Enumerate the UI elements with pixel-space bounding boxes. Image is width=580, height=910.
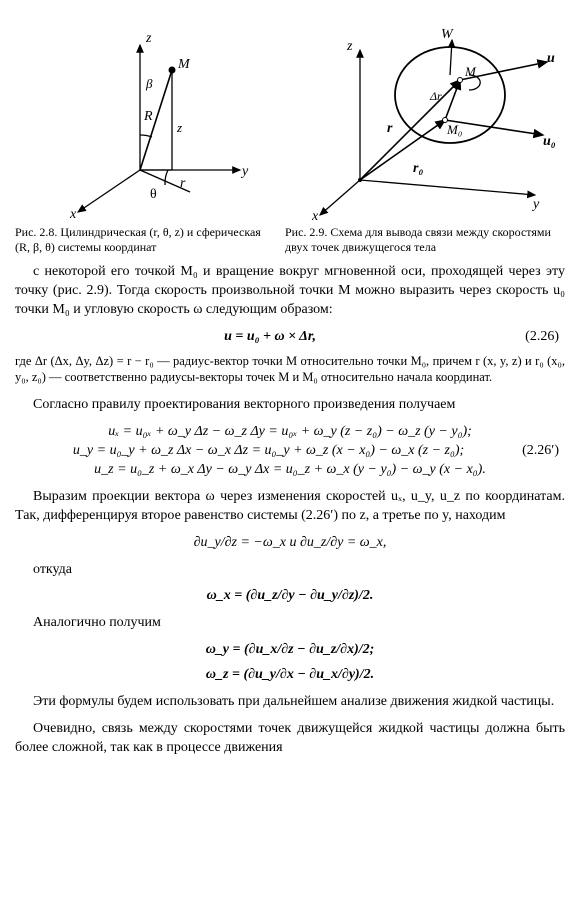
eq-omega-y: ω_y = (∂u_x/∂z − ∂u_z/∂x)/2;	[15, 641, 565, 660]
eq226p-l1: uₓ = u₀ₓ + ω_y Δz − ω_z Δy = u₀ₓ + ω_y (…	[108, 424, 472, 439]
eq226p-num: (2.26′)	[522, 442, 559, 461]
fig29-y: y	[531, 197, 540, 212]
note-1: где Δr (Δx, Δy, Δz) = r − r₀ — радиус-ве…	[15, 353, 565, 387]
figure-2-9: z y x W u M M₀ u₀ Δr r r₀ Рис. 2.9. Схем…	[285, 20, 565, 255]
fig28-theta: θ	[150, 187, 157, 202]
fig28-y: y	[240, 164, 249, 179]
eq-2-26: u = u₀ + ω × Δr, (2.26)	[15, 328, 565, 347]
fig29-dr: Δr	[429, 89, 442, 103]
eqd-text: ∂u_y/∂z = −ω_x и ∂u_z/∂y = ω_x,	[194, 535, 387, 550]
fig29-r: r	[387, 121, 393, 136]
eq226p-l3: u_z = u₀_z + ω_x Δy − ω_y Δx = u₀_z + ω_…	[94, 462, 486, 477]
fig28-R: R	[143, 109, 153, 124]
fig28-r: r	[180, 176, 186, 191]
eqwy-text: ω_y = (∂u_x/∂z − ∂u_z/∂x)/2;	[206, 642, 375, 657]
fig28-M: M	[177, 57, 191, 72]
fig29-W: W	[441, 27, 454, 42]
fig29-M0: M₀	[446, 122, 462, 137]
figures-row: z y x M R z r β θ Рис. 2.8. Цилиндрическ…	[15, 20, 565, 255]
fig28-x: x	[69, 207, 77, 220]
fig28-svg: z y x M R z r β θ	[30, 20, 260, 220]
para-2: Согласно правилу проектирования векторно…	[15, 396, 565, 415]
para-4: откуда	[15, 561, 565, 580]
fig28-beta: β	[145, 76, 153, 91]
eq-omega-z: ω_z = (∂u_y/∂x − ∂u_x/∂y)/2.	[15, 666, 565, 685]
para-7: Очевидно, связь между скоростями точек д…	[15, 720, 565, 758]
eq226-num: (2.26)	[525, 328, 559, 347]
fig29-svg: z y x W u M M₀ u₀ Δr r r₀	[285, 20, 565, 220]
eqwz-text: ω_z = (∂u_y/∂x − ∂u_x/∂y)/2.	[206, 667, 374, 682]
eq226-text: u = u₀ + ω × Δr,	[224, 329, 316, 344]
figure-2-8: z y x M R z r β θ Рис. 2.8. Цилиндрическ…	[15, 20, 275, 255]
fig28-zlabel: z	[176, 120, 182, 135]
fig29-z: z	[346, 39, 353, 54]
fig28-caption: Рис. 2.8. Цилиндрическая (r, θ, z) и сфе…	[15, 225, 275, 255]
fig29-M: M	[464, 64, 477, 79]
fig28-z: z	[145, 31, 152, 46]
eq-2-26p: uₓ = u₀ₓ + ω_y Δz − ω_z Δy = u₀ₓ + ω_y (…	[15, 423, 565, 480]
eq-omega-x: ω_x = (∂u_z/∂y − ∂u_y/∂z)/2.	[15, 587, 565, 606]
fig29-r0: r₀	[413, 161, 423, 176]
para-6: Эти формулы будем использовать при дальн…	[15, 693, 565, 712]
fig29-x: x	[311, 209, 319, 220]
fig29-u0: u₀	[543, 134, 556, 149]
para-5: Аналогично получим	[15, 614, 565, 633]
eq226p-l2: u_y = u₀_y + ω_z Δx − ω_x Δz = u₀_y + ω_…	[73, 443, 464, 458]
eqwx-text: ω_x = (∂u_z/∂y − ∂u_y/∂z)/2.	[207, 588, 374, 603]
para-1: с некоторой его точкой M₀ и вращение вок…	[15, 263, 565, 320]
eq-partial: ∂u_y/∂z = −ω_x и ∂u_z/∂y = ω_x,	[15, 534, 565, 553]
fig29-caption: Рис. 2.9. Схема для вывода связи между с…	[285, 225, 565, 255]
fig29-u: u	[547, 51, 555, 66]
para-3: Выразим проекции вектора ω через изменен…	[15, 488, 565, 526]
